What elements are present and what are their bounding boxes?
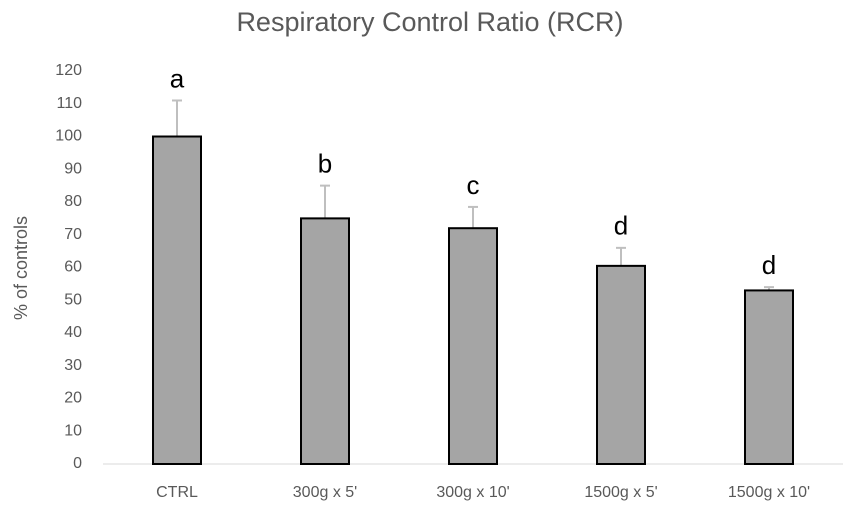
y-tick-label: 0 (73, 455, 82, 472)
bar (448, 227, 498, 465)
y-tick-label: 90 (64, 160, 82, 177)
bar (744, 289, 794, 465)
annotation: a (170, 63, 185, 93)
bar (300, 217, 350, 465)
chart-title: Respiratory Control Ratio (RCR) (236, 7, 623, 37)
bar (596, 264, 646, 465)
y-tick-label: 120 (55, 62, 82, 79)
y-tick-label: 20 (64, 390, 82, 407)
y-tick-label: 110 (56, 95, 82, 112)
y-axis-label: % of controls (11, 216, 31, 320)
y-tick-label: 30 (64, 357, 82, 374)
bar (152, 135, 202, 465)
annotation: c (467, 170, 480, 200)
x-tick-label: 1500g x 10' (728, 484, 810, 501)
y-tick-label: 80 (64, 193, 82, 210)
annotation: d (762, 250, 776, 280)
y-tick-label: 100 (55, 128, 82, 145)
y-tick-label: 70 (64, 226, 82, 243)
y-tick-label: 40 (64, 324, 82, 341)
x-tick-label: 300g x 10' (436, 484, 509, 501)
x-tick-label: 1500g x 5' (584, 484, 657, 501)
x-tick-label: CTRL (156, 484, 198, 501)
y-tick-label: 10 (64, 422, 82, 439)
y-tick-label: 60 (64, 259, 82, 276)
x-tick-label: 300g x 5' (293, 484, 357, 501)
annotation: b (318, 149, 332, 179)
y-tick-label: 50 (64, 291, 82, 308)
annotation: d (614, 211, 628, 241)
